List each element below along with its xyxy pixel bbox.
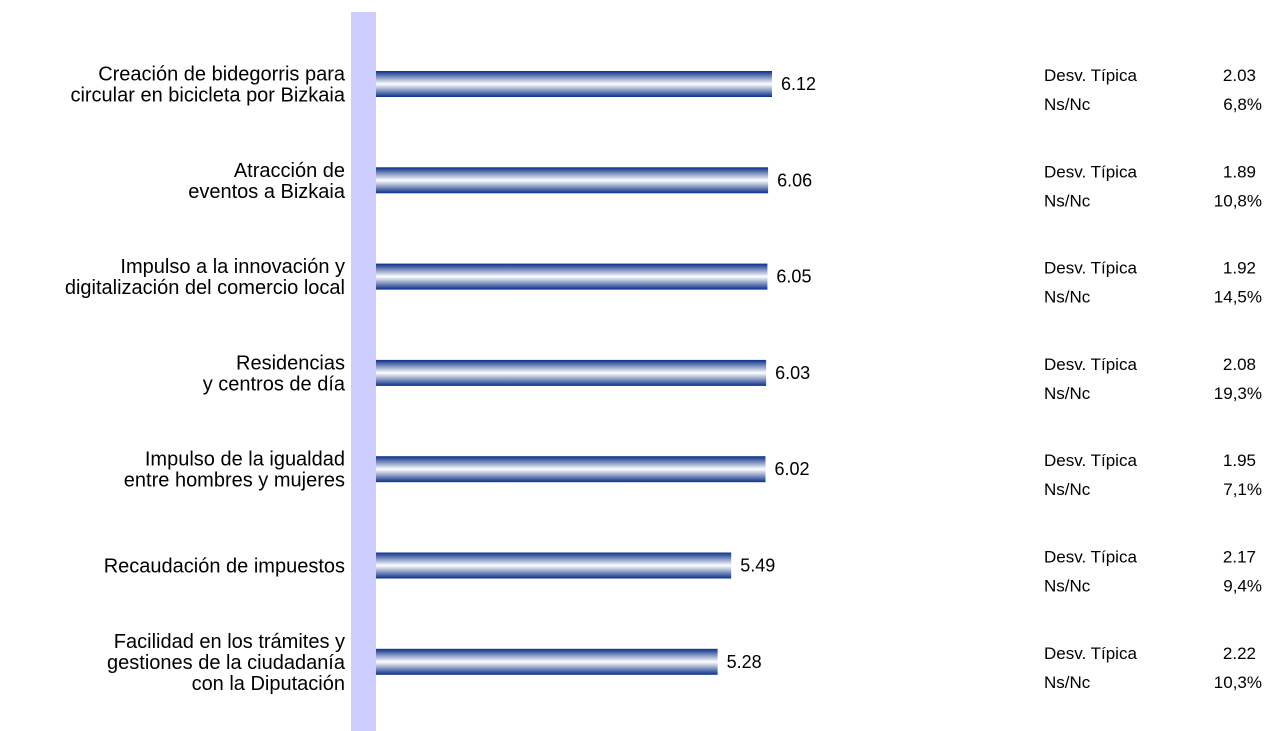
- std-label: Desv. Típica: [1044, 66, 1137, 85]
- nsnc-label: Ns/Nc: [1044, 95, 1091, 114]
- value-label: 6.05: [776, 267, 811, 287]
- nsnc-value: 7,1%: [1223, 480, 1262, 499]
- std-label: Desv. Típica: [1044, 162, 1137, 181]
- std-value: 1.92: [1223, 259, 1256, 278]
- category-axis-band: [351, 12, 376, 731]
- nsnc-label: Ns/Nc: [1044, 480, 1091, 499]
- nsnc-label: Ns/Nc: [1044, 288, 1091, 307]
- nsnc-label: Ns/Nc: [1044, 384, 1091, 403]
- category-label: Impulso a la innovación y digitalización …: [65, 256, 345, 299]
- category-label: Residencias y centros de día: [203, 352, 346, 395]
- value-label: 5.49: [740, 556, 775, 576]
- value-label: 6.02: [774, 459, 809, 479]
- bar: [376, 263, 768, 290]
- std-label: Desv. Típica: [1044, 451, 1137, 470]
- std-label: Desv. Típica: [1044, 644, 1137, 663]
- category-label: Atracción de eventos a Bizkaia: [188, 160, 346, 203]
- bar: [376, 359, 767, 386]
- category-label: Creación de bidegorris para circular en b…: [70, 64, 345, 107]
- nsnc-value: 6,8%: [1223, 95, 1262, 114]
- bar: [376, 71, 772, 97]
- nsnc-label: Ns/Nc: [1044, 191, 1091, 210]
- std-value: 2.22: [1223, 644, 1256, 663]
- std-value: 1.95: [1223, 451, 1256, 470]
- bar: [376, 167, 769, 194]
- value-label: 6.06: [777, 170, 812, 190]
- value-label: 5.28: [727, 652, 762, 672]
- nsnc-value: 10,3%: [1214, 673, 1262, 692]
- nsnc-label: Ns/Nc: [1044, 673, 1091, 692]
- std-value: 2.08: [1223, 355, 1256, 374]
- nsnc-value: 10,8%: [1214, 191, 1262, 210]
- category-label: Impulso de la igualdad entre hombres y mu…: [124, 449, 345, 492]
- std-label: Desv. Típica: [1044, 355, 1137, 374]
- bar: [376, 648, 718, 675]
- std-label: Desv. Típica: [1044, 259, 1137, 278]
- category-label: Recaudación de impuestos: [104, 556, 345, 578]
- nsnc-value: 9,4%: [1223, 577, 1262, 596]
- std-value: 2.03: [1223, 66, 1256, 85]
- bar: [376, 456, 766, 483]
- std-label: Desv. Típica: [1044, 548, 1137, 567]
- nsnc-value: 19,3%: [1214, 384, 1262, 403]
- value-label: 6.12: [781, 74, 816, 94]
- bar: [376, 552, 732, 579]
- nsnc-label: Ns/Nc: [1044, 577, 1091, 596]
- value-label: 6.03: [775, 363, 810, 383]
- nsnc-value: 14,5%: [1214, 288, 1262, 307]
- std-value: 2.17: [1223, 548, 1256, 567]
- category-label: Facilidad en los trámites y gestiones de …: [107, 631, 346, 695]
- std-value: 1.89: [1223, 162, 1256, 181]
